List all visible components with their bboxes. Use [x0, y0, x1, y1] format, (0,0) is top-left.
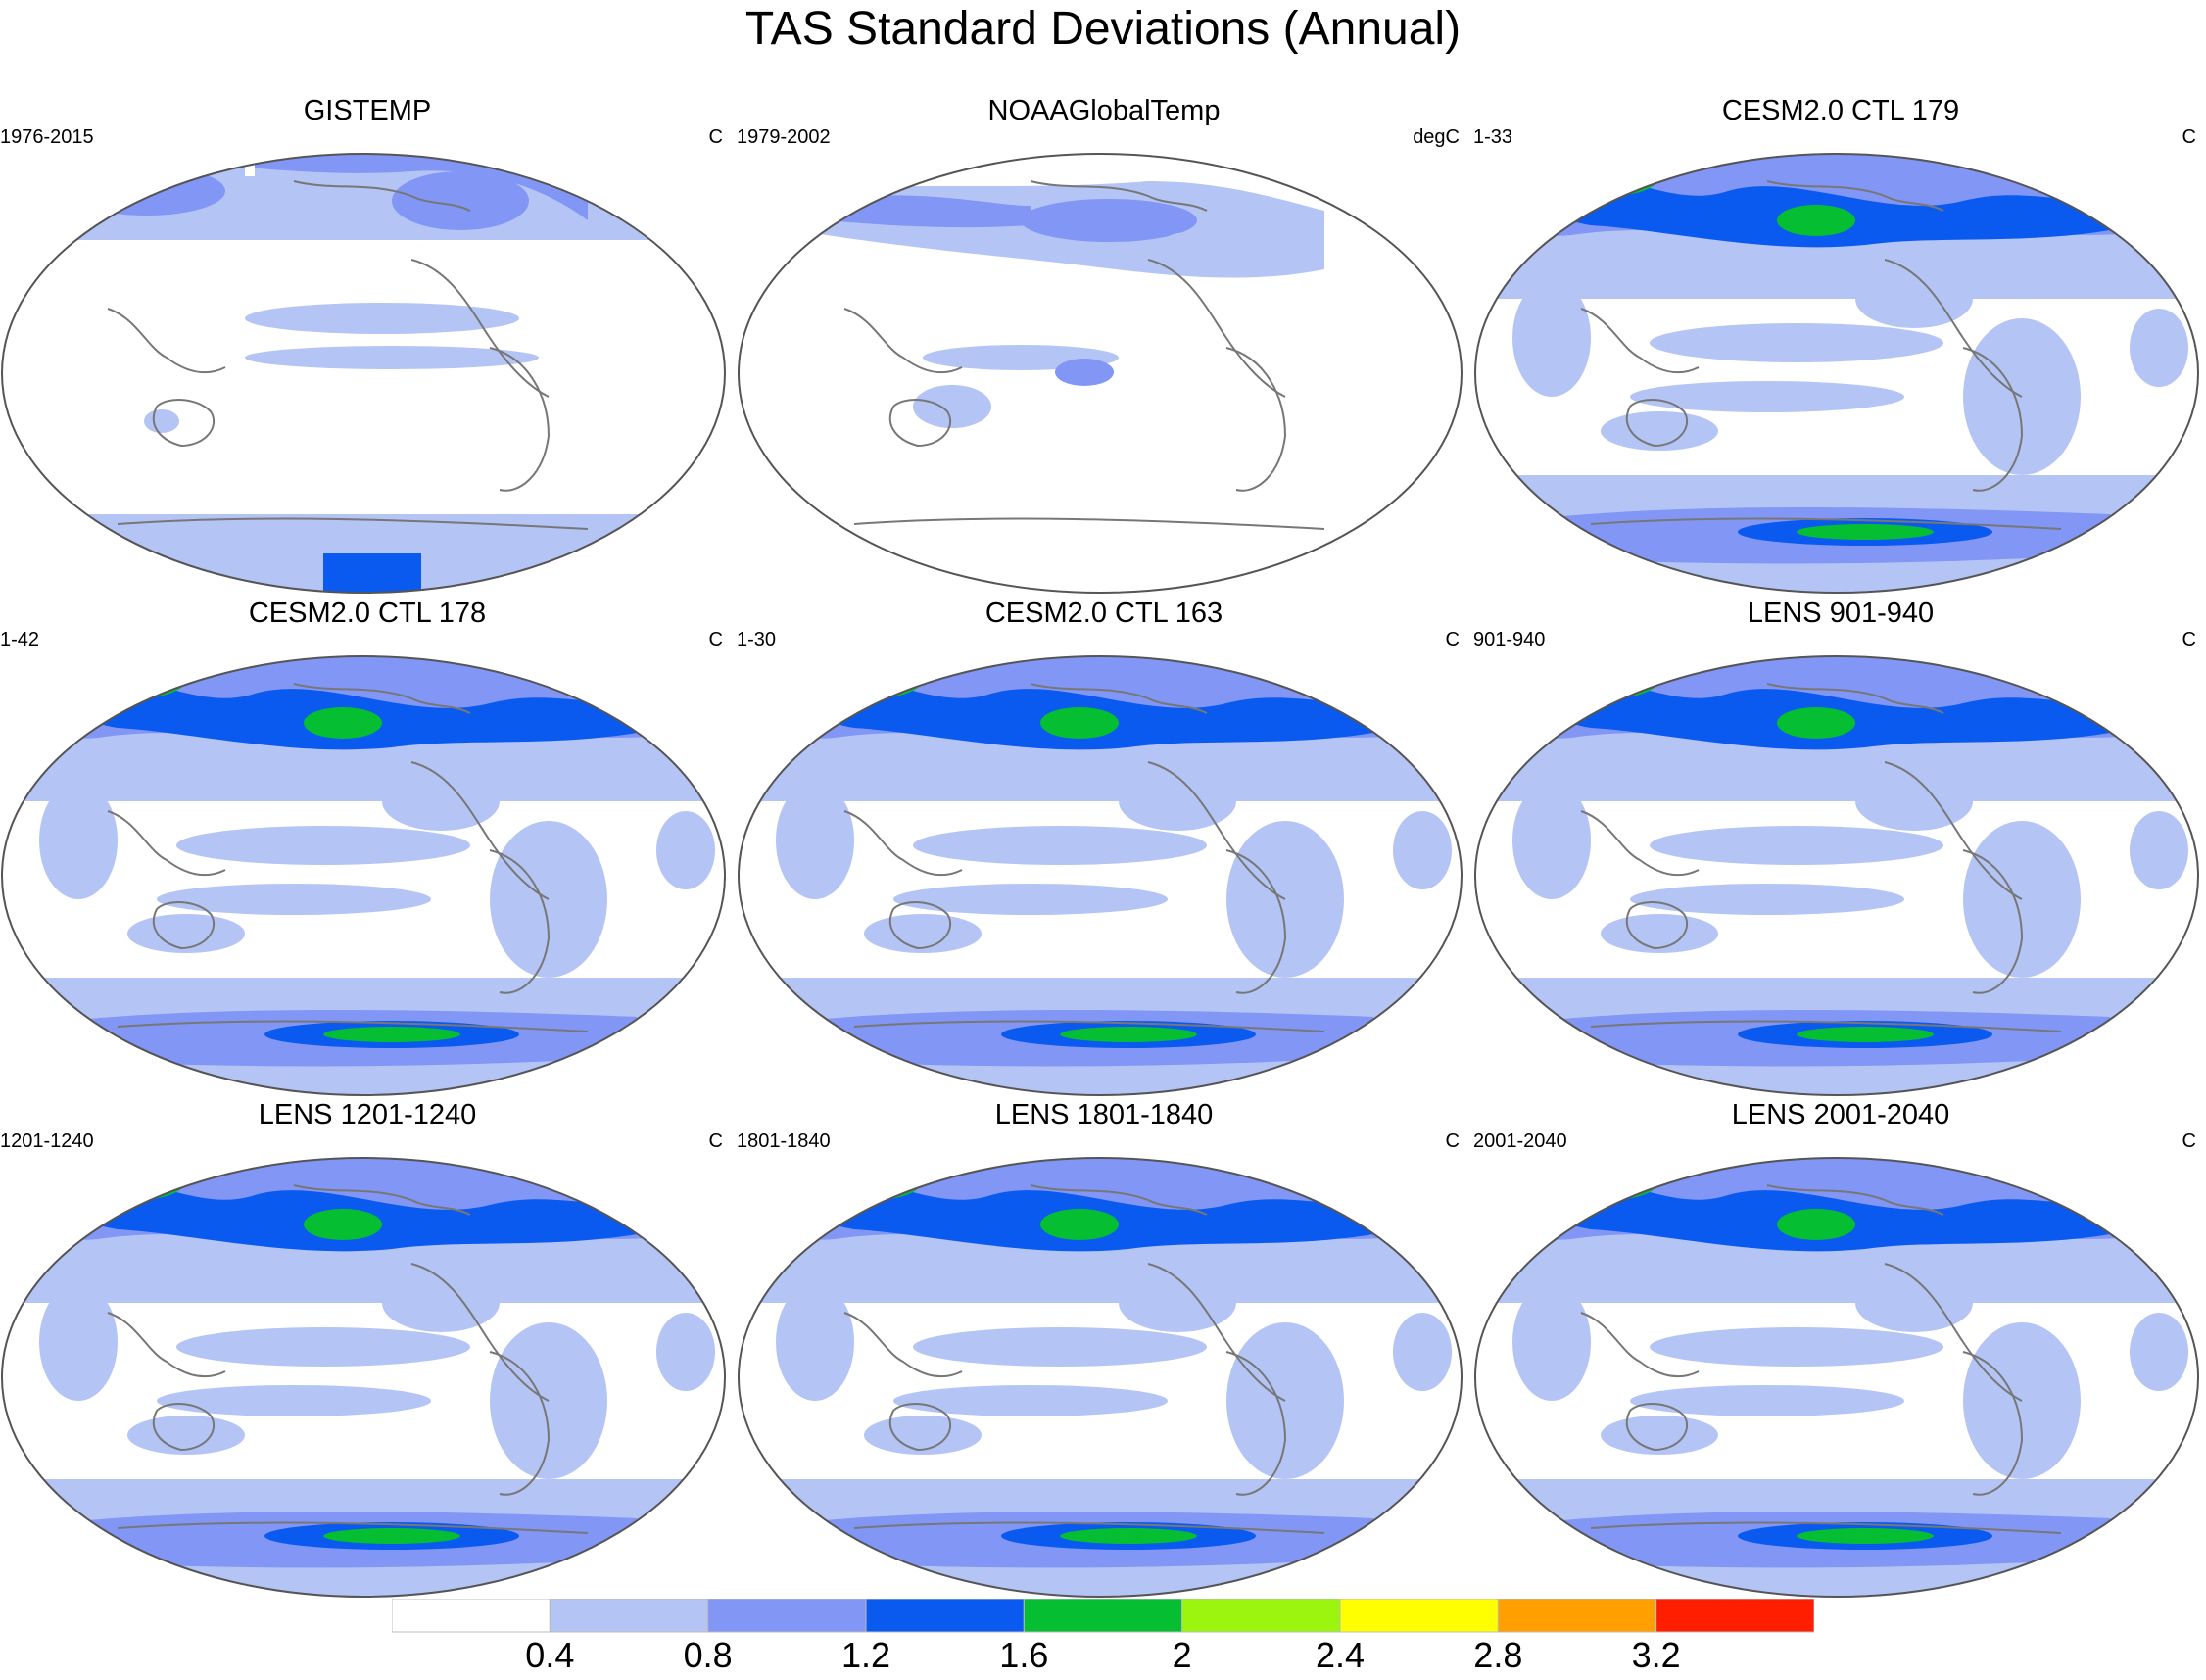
- colorbar-tick-label: 0.8: [683, 1635, 733, 1675]
- map-panel: CESM2.0 CTL 163 1-30 C: [737, 596, 1471, 1105]
- coastlines: [843, 1184, 1325, 1534]
- coastlines: [1580, 180, 2062, 530]
- colorbar: [392, 1599, 1814, 1633]
- panel-years-label: 901-940: [1473, 629, 1546, 650]
- panel-title: LENS 901-940: [1747, 598, 1935, 629]
- colorbar-tick-label: 2.4: [1315, 1635, 1366, 1675]
- colorbar-tick-label: 2: [1172, 1635, 1192, 1675]
- panel-years-label: 2001-2040: [1473, 1130, 1567, 1152]
- panel-units-label: C: [708, 1130, 723, 1152]
- panel-years-label: 1801-1840: [737, 1130, 831, 1152]
- panel-units-label: C: [2182, 126, 2196, 148]
- colorbar-swatch: [1023, 1599, 1183, 1633]
- map-frame: [738, 655, 1463, 1096]
- map-frame: [738, 153, 1463, 594]
- map-contour-plot: [1474, 655, 2199, 1096]
- panel-years-label: 1-42: [0, 629, 40, 650]
- panel-years-label: 1-33: [1473, 126, 1513, 148]
- coastlines: [1580, 1184, 2062, 1534]
- colorbar-tick-label: 1.2: [840, 1635, 891, 1675]
- panel-title: CESM2.0 CTL 179: [1721, 95, 1960, 126]
- map-contour-plot: [1, 153, 726, 594]
- colorbar-tick-label: 2.8: [1473, 1635, 1523, 1675]
- coastlines: [843, 683, 1325, 1032]
- map-contour-plot: [1, 655, 726, 1096]
- map-panel: CESM2.0 CTL 179 1-33 C: [1473, 93, 2206, 602]
- panel-title: NOAAGlobalTemp: [987, 95, 1221, 126]
- coastlines: [843, 180, 1325, 530]
- panel-units-label: C: [1445, 1130, 1460, 1152]
- map-contour-plot: [1474, 1157, 2199, 1598]
- panel-units-label: C: [2182, 1130, 2196, 1152]
- panel-units-label: C: [2182, 629, 2196, 650]
- coastlines: [107, 180, 589, 530]
- map-panel: LENS 901-940 901-940 C: [1473, 596, 2206, 1105]
- panel-title: LENS 1801-1840: [994, 1099, 1214, 1130]
- panel-units-label: degC: [1413, 126, 1460, 148]
- coastlines: [107, 683, 589, 1032]
- map-panel: CESM2.0 CTL 178 1-42 C: [0, 596, 735, 1105]
- colorbar-swatch: [1655, 1599, 1814, 1633]
- panel-title: CESM2.0 CTL 163: [984, 598, 1223, 629]
- coastlines: [1580, 683, 2062, 1032]
- map-contour-plot: [738, 153, 1463, 594]
- map-frame: [1474, 153, 2199, 594]
- map-frame: [1474, 1157, 2199, 1598]
- map-panel: LENS 2001-2040 2001-2040 C: [1473, 1097, 2206, 1607]
- map-frame: [1474, 655, 2199, 1096]
- map-frame: [738, 1157, 1463, 1598]
- panel-title: LENS 2001-2040: [1731, 1099, 1950, 1130]
- colorbar-swatch: [1181, 1599, 1341, 1633]
- panel-years-label: 1979-2002: [737, 126, 831, 148]
- panel-units-label: C: [1445, 629, 1460, 650]
- colorbar-swatch: [1339, 1599, 1499, 1633]
- map-frame: [1, 655, 726, 1096]
- panel-title: LENS 1201-1240: [258, 1099, 477, 1130]
- colorbar-swatch: [392, 1599, 551, 1633]
- colorbar-tick-label: 1.6: [999, 1635, 1049, 1675]
- colorbar-swatch: [707, 1599, 867, 1633]
- colorbar-swatch: [549, 1599, 709, 1633]
- colorbar-tick-label: 3.2: [1631, 1635, 1681, 1675]
- panel-years-label: 1976-2015: [0, 126, 94, 148]
- map-frame: [1, 1157, 726, 1598]
- map-panel: NOAAGlobalTemp 1979-2002 degC: [737, 93, 1471, 602]
- colorbar-swatch: [865, 1599, 1025, 1633]
- map-frame: [1, 153, 726, 594]
- panel-title: GISTEMP: [303, 95, 432, 126]
- colorbar-swatch: [1497, 1599, 1657, 1633]
- panel-units-label: C: [708, 126, 723, 148]
- map-contour-plot: [738, 1157, 1463, 1598]
- panel-years-label: 1-30: [737, 629, 777, 650]
- map-contour-plot: [1474, 153, 2199, 594]
- panel-units-label: C: [708, 629, 723, 650]
- panel-years-label: 1201-1240: [0, 1130, 94, 1152]
- map-panel: LENS 1801-1840 1801-1840 C: [737, 1097, 1471, 1607]
- coastlines: [107, 1184, 589, 1534]
- map-contour-plot: [738, 655, 1463, 1096]
- colorbar-tick-label: 0.4: [525, 1635, 575, 1675]
- panel-title: CESM2.0 CTL 178: [248, 598, 487, 629]
- figure-title: TAS Standard Deviations (Annual): [744, 3, 1462, 55]
- map-panel: LENS 1201-1240 1201-1240 C: [0, 1097, 735, 1607]
- map-contour-plot: [1, 1157, 726, 1598]
- map-panel: GISTEMP 1976-2015 C: [0, 93, 735, 602]
